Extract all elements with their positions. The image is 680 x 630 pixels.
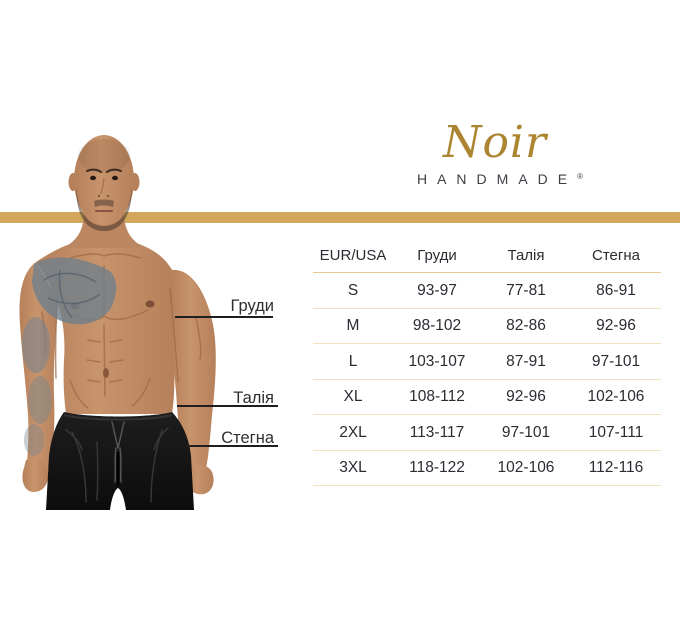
waist-cell: 77-81	[506, 281, 546, 299]
chest-cell: 93-97	[417, 281, 457, 299]
header-chest: Груди	[417, 246, 457, 264]
hips-callout-line	[186, 445, 278, 447]
size-cell: 2XL	[339, 423, 367, 441]
model-photo	[19, 135, 216, 510]
size-table: EUR/USA Груди Талія Стегна S 93-97 77-81…	[313, 238, 661, 486]
waist-cell: 87-91	[506, 352, 546, 370]
hips-cell: 102-106	[587, 388, 645, 406]
hips-cell: 92-96	[596, 317, 636, 335]
table-row: 2XL 113-117 97-101 107-111	[313, 415, 661, 451]
hips-cell: 112-116	[588, 459, 644, 477]
model-head	[68, 135, 140, 231]
size-cell: S	[347, 281, 359, 299]
chest-cell: 118-122	[409, 459, 465, 477]
size-cell: 3XL	[339, 459, 367, 477]
hips-cell: 107-111	[588, 423, 644, 441]
waist-cell: 82-86	[506, 317, 546, 335]
chest-cell: 113-117	[409, 423, 465, 441]
size-cell: L	[348, 352, 358, 370]
table-row: S 93-97 77-81 86-91	[313, 273, 661, 309]
chest-cell: 98-102	[412, 317, 462, 335]
handmade-wordmark: HANDMADE®	[385, 169, 605, 187]
handmade-text: HANDMADE	[416, 171, 578, 187]
hips-cell: 86-91	[596, 281, 636, 299]
gold-divider-bar	[0, 212, 680, 223]
model-pants	[46, 412, 194, 510]
hips-cell: 97-101	[591, 352, 641, 370]
size-cell: XL	[343, 388, 363, 406]
waist-callout-label: Талія	[233, 389, 274, 407]
header-waist: Талія	[507, 246, 545, 264]
noir-script-wordmark: Noir	[442, 117, 548, 168]
size-cell: M	[346, 317, 360, 335]
chest-cell: 108-112	[409, 388, 465, 406]
table-row: L 103-107 87-91 97-101	[313, 344, 661, 380]
size-table-header-row: EUR/USA Груди Талія Стегна	[313, 238, 661, 273]
waist-cell: 92-96	[506, 388, 546, 406]
waist-cell: 97-101	[501, 423, 551, 441]
header-hips: Стегна	[592, 246, 640, 264]
table-row: 3XL 118-122 102-106 112-116	[313, 451, 661, 486]
model-tattoo	[22, 257, 117, 456]
hips-callout-label: Стегна	[221, 429, 274, 447]
chest-callout-label: Груди	[230, 297, 274, 315]
header-eur-usa: EUR/USA	[319, 246, 387, 264]
table-row: M 98-102 82-86 92-96	[313, 309, 661, 344]
chest-cell: 103-107	[408, 352, 466, 370]
table-row: XL 108-112 92-96 102-106	[313, 380, 661, 415]
chest-callout-line	[175, 316, 273, 318]
brand-logo: Noir HANDMADE®	[385, 117, 605, 188]
waist-callout-line	[177, 405, 278, 407]
waist-cell: 102-106	[497, 459, 555, 477]
registered-trademark-symbol: ®	[577, 172, 584, 181]
